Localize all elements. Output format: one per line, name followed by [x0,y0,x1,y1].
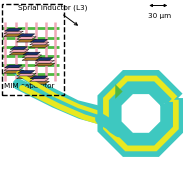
Text: MIM capacitor: MIM capacitor [4,73,54,89]
Polygon shape [30,76,48,79]
Polygon shape [5,28,22,31]
Polygon shape [29,81,49,84]
Polygon shape [30,79,49,81]
Polygon shape [10,49,29,52]
Polygon shape [22,58,42,60]
Polygon shape [22,55,42,58]
Polygon shape [17,37,36,39]
Polygon shape [30,42,49,45]
Polygon shape [4,68,23,70]
Polygon shape [17,70,35,73]
Bar [0,0,70,92]
Polygon shape [16,76,37,79]
Polygon shape [17,34,35,37]
Polygon shape [30,39,48,42]
Polygon shape [4,34,24,37]
Text: Sprial inductor (L3): Sprial inductor (L3) [18,4,88,25]
Polygon shape [10,47,27,49]
Polygon shape [16,39,37,42]
Polygon shape [5,65,22,68]
Text: 30 μm: 30 μm [148,13,171,19]
Polygon shape [4,31,23,34]
Polygon shape [36,58,53,60]
Polygon shape [9,52,29,55]
Polygon shape [17,73,36,76]
Polygon shape [115,84,123,99]
Polygon shape [23,52,40,55]
Polygon shape [29,45,49,48]
Polygon shape [35,63,55,66]
Polygon shape [35,60,55,63]
Polygon shape [4,70,24,73]
